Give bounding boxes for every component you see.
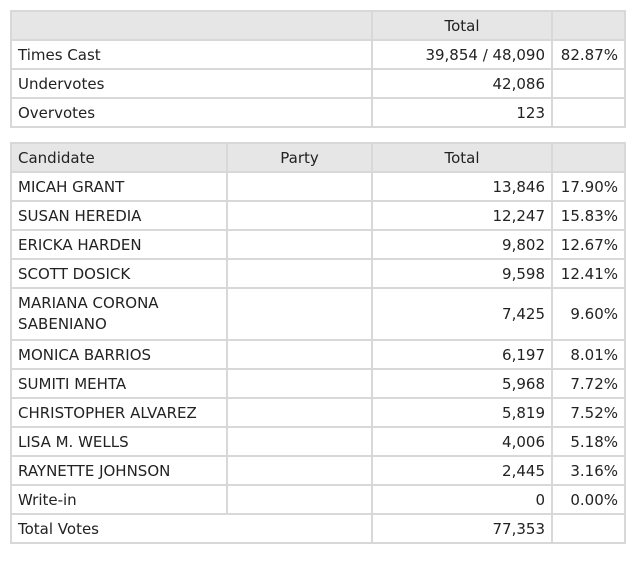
candidate-pct: 12.67%: [551, 229, 626, 260]
candidate-party: [226, 200, 373, 231]
candidate-pct: 7.72%: [551, 368, 626, 399]
candidate-party: [226, 339, 373, 370]
table-row: SCOTT DOSICK 9,598 12.41%: [10, 258, 626, 289]
summary-table: Total Times Cast 39,854 / 48,090 82.87% …: [10, 10, 626, 128]
candidate-total: 13,846: [371, 171, 553, 202]
summary-header-total: Total: [371, 10, 553, 41]
candidate-pct: 5.18%: [551, 426, 626, 457]
candidate-party: [226, 368, 373, 399]
header-total: Total: [371, 142, 553, 173]
candidate-pct: 8.01%: [551, 339, 626, 370]
table-gap: [10, 128, 624, 142]
total-votes-label: Total Votes: [10, 513, 373, 544]
candidate-party: [226, 426, 373, 457]
header-candidate: Candidate: [10, 142, 228, 173]
candidate-name: CHRISTOPHER ALVAREZ: [10, 397, 228, 428]
table-row: MICAH GRANT 13,846 17.90%: [10, 171, 626, 202]
table-row: SUMITI MEHTA 5,968 7.72%: [10, 368, 626, 399]
candidate-pct: 7.52%: [551, 397, 626, 428]
total-votes-row: Total Votes 77,353: [10, 513, 626, 544]
candidate-name: LISA M. WELLS: [10, 426, 228, 457]
table-row: MARIANA CORONA SABENIANO 7,425 9.60%: [10, 287, 626, 341]
candidate-total: 0: [371, 484, 553, 515]
summary-header-row: Total: [10, 10, 626, 41]
candidate-total: 12,247: [371, 200, 553, 231]
total-votes-pct: [551, 513, 626, 544]
candidate-pct: 9.60%: [551, 287, 626, 341]
summary-row-undervotes: Undervotes 42,086: [10, 68, 626, 99]
table-row: CHRISTOPHER ALVAREZ 5,819 7.52%: [10, 397, 626, 428]
candidate-total: 9,598: [371, 258, 553, 289]
table-row: LISA M. WELLS 4,006 5.18%: [10, 426, 626, 457]
candidate-name: MARIANA CORONA SABENIANO: [10, 287, 228, 341]
summary-label: Overvotes: [10, 97, 373, 128]
candidate-total: 5,819: [371, 397, 553, 428]
candidate-results-table: Candidate Party Total MICAH GRANT 13,846…: [10, 142, 626, 544]
summary-total: 123: [371, 97, 553, 128]
summary-pct: [551, 97, 626, 128]
summary-total: 39,854 / 48,090: [371, 39, 553, 70]
table-row: Write-in 0 0.00%: [10, 484, 626, 515]
summary-total: 42,086: [371, 68, 553, 99]
candidate-pct: 15.83%: [551, 200, 626, 231]
candidate-party: [226, 484, 373, 515]
table-row: SUSAN HEREDIA 12,247 15.83%: [10, 200, 626, 231]
candidate-total: 2,445: [371, 455, 553, 486]
candidate-party: [226, 455, 373, 486]
candidate-name: SUSAN HEREDIA: [10, 200, 228, 231]
candidate-total: 7,425: [371, 287, 553, 341]
summary-header-pct: [551, 10, 626, 41]
candidate-name: RAYNETTE JOHNSON: [10, 455, 228, 486]
results-container: Total Times Cast 39,854 / 48,090 82.87% …: [10, 10, 626, 544]
table-row: ERICKA HARDEN 9,802 12.67%: [10, 229, 626, 260]
candidate-party: [226, 258, 373, 289]
candidate-total: 9,802: [371, 229, 553, 260]
candidate-name: Write-in: [10, 484, 228, 515]
candidate-party: [226, 397, 373, 428]
candidate-total: 6,197: [371, 339, 553, 370]
summary-row-overvotes: Overvotes 123: [10, 97, 626, 128]
table-row: RAYNETTE JOHNSON 2,445 3.16%: [10, 455, 626, 486]
total-votes-value: 77,353: [371, 513, 553, 544]
candidate-pct: 3.16%: [551, 455, 626, 486]
header-pct: [551, 142, 626, 173]
summary-row-times-cast: Times Cast 39,854 / 48,090 82.87%: [10, 39, 626, 70]
candidate-total: 5,968: [371, 368, 553, 399]
summary-header-blank: [10, 10, 373, 41]
candidate-name: SUMITI MEHTA: [10, 368, 228, 399]
candidate-party: [226, 171, 373, 202]
candidate-pct: 12.41%: [551, 258, 626, 289]
header-party: Party: [226, 142, 373, 173]
candidate-pct: 17.90%: [551, 171, 626, 202]
candidate-party: [226, 229, 373, 260]
candidate-name: MICAH GRANT: [10, 171, 228, 202]
candidate-pct: 0.00%: [551, 484, 626, 515]
results-header-row: Candidate Party Total: [10, 142, 626, 173]
summary-label: Undervotes: [10, 68, 373, 99]
table-row: MONICA BARRIOS 6,197 8.01%: [10, 339, 626, 370]
candidate-total: 4,006: [371, 426, 553, 457]
summary-label: Times Cast: [10, 39, 373, 70]
summary-pct: 82.87%: [551, 39, 626, 70]
candidate-name: SCOTT DOSICK: [10, 258, 228, 289]
candidate-party: [226, 287, 373, 341]
candidate-name: ERICKA HARDEN: [10, 229, 228, 260]
summary-pct: [551, 68, 626, 99]
candidate-name: MONICA BARRIOS: [10, 339, 228, 370]
